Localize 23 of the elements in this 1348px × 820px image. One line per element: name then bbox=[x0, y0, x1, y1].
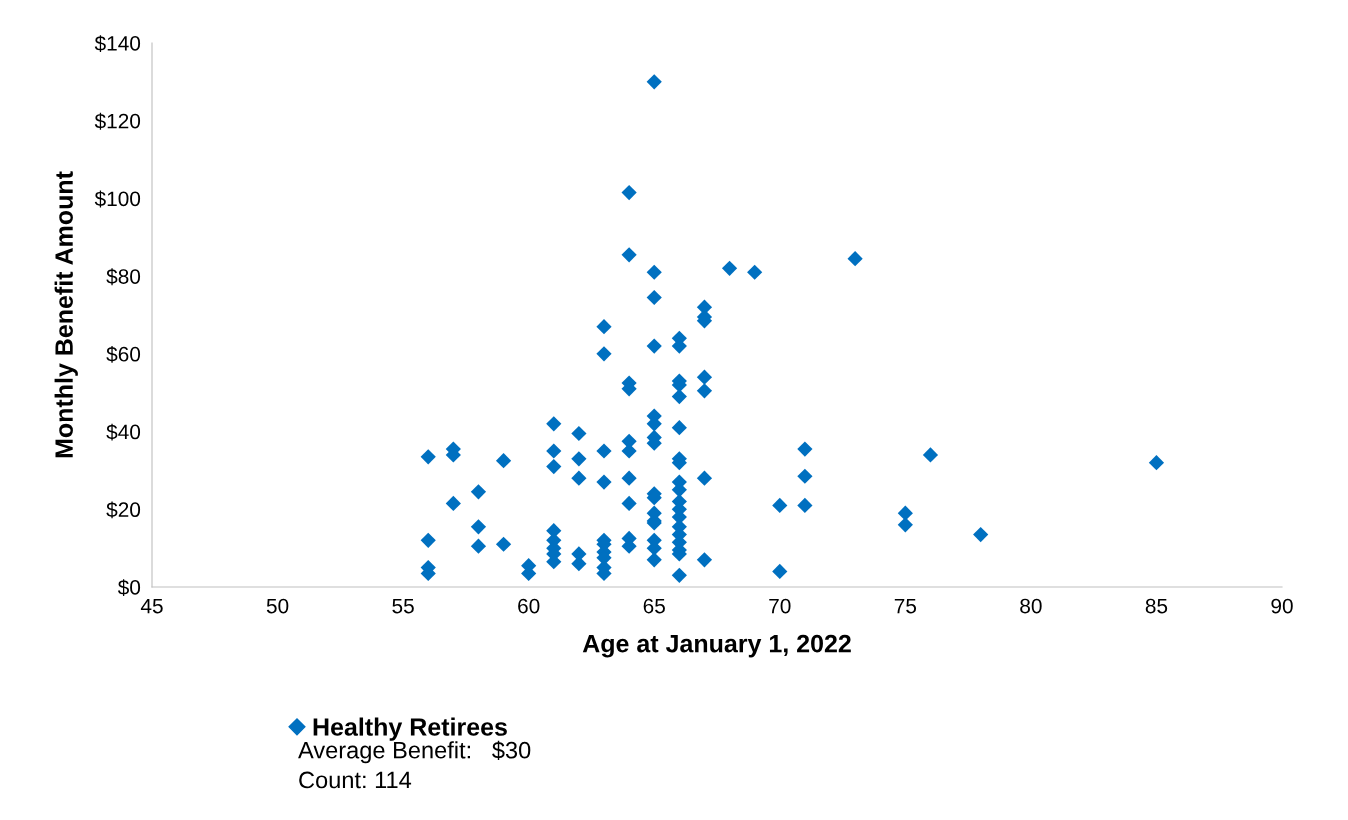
y-axis-title: Monthly Benefit Amount bbox=[54, 171, 78, 458]
y-tick-label: $20 bbox=[106, 501, 141, 519]
x-tick-label: 80 bbox=[1020, 598, 1042, 614]
x-tick-label: 70 bbox=[769, 598, 791, 614]
x-tick-label: 85 bbox=[1145, 598, 1168, 614]
text: Average Benefit: $30 bbox=[298, 740, 531, 764]
x-tick-label: 60 bbox=[518, 598, 540, 614]
x-tick-label: 50 bbox=[266, 598, 289, 614]
y-tick-label: $140 bbox=[94, 35, 141, 52]
x-tick-label: 65 bbox=[643, 598, 665, 614]
x-tick-label: 90 bbox=[1271, 598, 1293, 614]
legend-label: Healthy Retirees bbox=[313, 717, 507, 741]
y-tick-label: $40 bbox=[106, 423, 141, 441]
y-tick-label: $80 bbox=[106, 268, 141, 286]
x-tick-label: 55 bbox=[392, 598, 414, 614]
text: Count: 114 bbox=[299, 771, 412, 789]
y-tick-label: $120 bbox=[94, 112, 141, 130]
y-tick-label: $100 bbox=[94, 190, 141, 208]
x-tick-label: 45 bbox=[140, 598, 163, 614]
x-axis-title: Age at January 1, 2022 bbox=[582, 634, 851, 658]
y-tick-label: $60 bbox=[106, 345, 141, 363]
x-tick-label: 75 bbox=[894, 598, 917, 614]
y-tick-label: $0 bbox=[117, 579, 141, 596]
